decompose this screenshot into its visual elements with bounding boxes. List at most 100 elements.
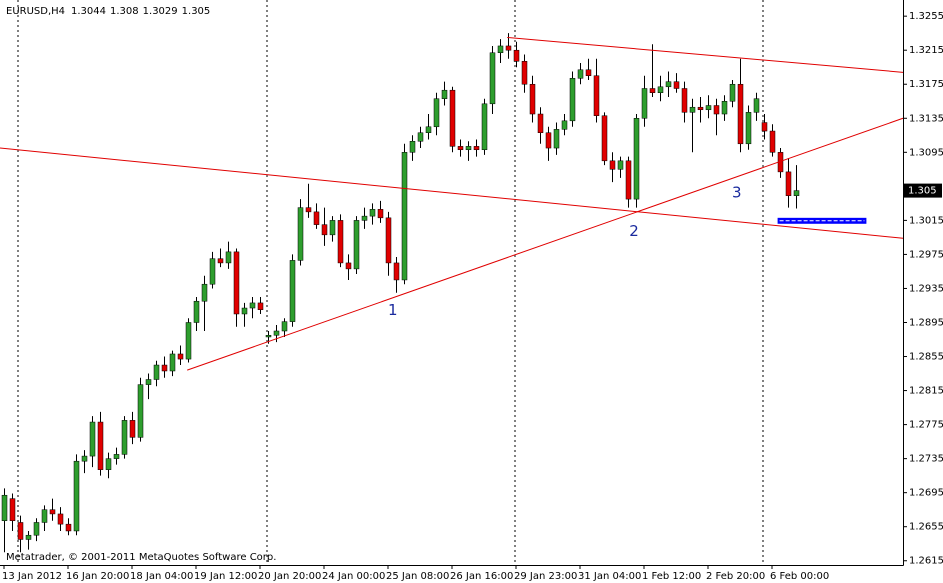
- candle-body: [233, 251, 240, 315]
- candle-body: [97, 421, 104, 470]
- y-tick-label: 1.2615: [909, 556, 943, 567]
- candle-body: [257, 302, 264, 310]
- candle-body: [265, 335, 272, 338]
- candle-body: [249, 302, 256, 309]
- candle-body: [161, 364, 168, 372]
- candle-body: [489, 52, 496, 105]
- candle-body: [201, 283, 208, 302]
- candle-body: [449, 89, 456, 147]
- candle-body: [705, 105, 712, 111]
- candle-body: [721, 101, 728, 115]
- candle-body: [153, 364, 160, 380]
- candle-body: [681, 88, 688, 113]
- candle-body: [401, 152, 408, 281]
- y-tick-label: 1.2735: [909, 454, 943, 465]
- x-tick-label: 25 Jan 08:00: [386, 571, 449, 582]
- candle-body: [73, 460, 80, 532]
- y-tick-label: 1.2975: [909, 249, 943, 260]
- copyright: Metatrader, © 2001-2011 MetaQuotes Softw…: [6, 552, 276, 563]
- candle-body: [361, 215, 368, 221]
- x-tick-label: 24 Jan 00:00: [322, 571, 385, 582]
- candle-body: [241, 307, 248, 315]
- candle-body: [121, 420, 128, 455]
- candle-body: [513, 49, 520, 62]
- candle-body: [785, 171, 792, 196]
- y-tick-label: 1.2935: [909, 283, 943, 294]
- y-tick-label: 1.2815: [909, 386, 943, 397]
- candle-body: [273, 330, 280, 336]
- candle-body: [737, 83, 744, 145]
- candle-body: [281, 321, 288, 332]
- candle-body: [545, 132, 552, 149]
- annotation: 3: [732, 184, 742, 202]
- candle-body: [561, 120, 568, 130]
- candle-body: [569, 78, 576, 122]
- candle-body: [217, 258, 224, 264]
- plot-area: [0, 33, 904, 553]
- candle-body: [409, 141, 416, 153]
- candle-body: [177, 353, 184, 360]
- x-tick-label: 16 Jan 20:00: [66, 571, 129, 582]
- candle-body: [41, 509, 48, 523]
- candle-body: [425, 126, 432, 133]
- candle-body: [601, 115, 608, 162]
- current-price-label: 1.305: [908, 186, 937, 197]
- candle-body: [321, 224, 328, 236]
- candle-body: [377, 209, 384, 219]
- candle-body: [113, 454, 120, 459]
- candle-body: [585, 69, 592, 76]
- candle-body: [17, 522, 24, 540]
- candle-body: [625, 160, 632, 200]
- candle-body: [337, 220, 344, 264]
- trendline: [0, 147, 904, 239]
- x-tick-label: 31 Jan 04:00: [578, 571, 641, 582]
- candle-body: [329, 220, 336, 236]
- candle-body: [1, 494, 8, 522]
- candle-body: [793, 190, 800, 196]
- candle-body: [313, 211, 320, 225]
- candle-body: [209, 258, 216, 285]
- trendline: [187, 117, 904, 371]
- candle-body: [473, 146, 480, 151]
- candle-body: [465, 146, 472, 151]
- candle-body: [649, 88, 656, 93]
- candle-body: [745, 112, 752, 145]
- candle-body: [753, 98, 760, 113]
- candle-body: [633, 118, 640, 200]
- candle-body: [441, 89, 448, 99]
- candle-body: [553, 129, 560, 149]
- candle-body: [33, 522, 40, 536]
- candle-body: [89, 421, 96, 457]
- candle-body: [529, 83, 536, 115]
- x-tick-label: 1 Feb 12:00: [642, 571, 701, 582]
- y-tick-label: 1.3175: [909, 79, 943, 90]
- candle-body: [593, 75, 600, 116]
- candle-body: [137, 384, 144, 438]
- candle-body: [345, 262, 352, 270]
- y-tick-label: 1.3095: [909, 147, 943, 158]
- candle-body: [689, 106, 696, 113]
- candle-body: [57, 513, 64, 525]
- last-close: 1.305: [182, 6, 211, 17]
- y-tick-label: 1.2655: [909, 522, 943, 533]
- last-open: 1.3044: [71, 6, 106, 17]
- candle-body: [225, 251, 232, 264]
- chart-header: EURUSD,H4 1.3044 1.308 1.3029 1.305: [6, 6, 210, 17]
- candle-body: [193, 300, 200, 323]
- x-tick-label: 26 Jan 16:00: [450, 571, 513, 582]
- candle-body: [81, 455, 88, 462]
- y-tick-label: 1.2775: [909, 420, 943, 431]
- candle-body: [49, 509, 56, 515]
- candle-body: [65, 523, 72, 532]
- symbol: EURUSD,H4: [6, 6, 65, 17]
- x-tick-label: 6 Feb 00:00: [770, 571, 829, 582]
- candle-body: [617, 160, 624, 170]
- candle-body: [609, 160, 616, 170]
- candle-body: [481, 103, 488, 151]
- y-tick-label: 1.3135: [909, 113, 943, 124]
- candle-body: [385, 217, 392, 264]
- x-tick-label: 20 Jan 20:00: [258, 571, 321, 582]
- y-tick-label: 1.3015: [909, 215, 943, 226]
